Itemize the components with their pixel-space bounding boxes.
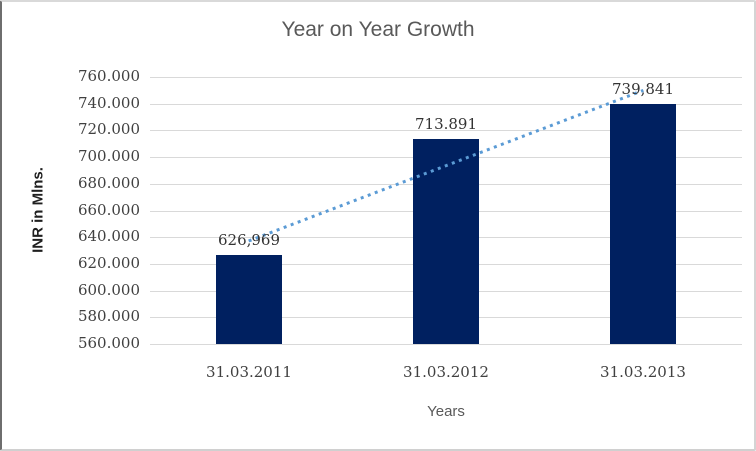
y-tick-label: 580.000 — [77, 307, 140, 325]
gridline — [150, 344, 742, 345]
y-tick-label: 600.000 — [77, 281, 140, 299]
y-tick-label: 760.000 — [77, 67, 140, 85]
y-tick-label: 720.000 — [77, 120, 140, 138]
x-category-label: 31.03.2013 — [600, 363, 686, 381]
gridline — [150, 77, 742, 78]
y-tick-label: 640.000 — [77, 227, 140, 245]
y-tick-label: 660.000 — [77, 201, 140, 219]
x-category-label: 31.03.2012 — [403, 363, 489, 381]
data-label: 739,841 — [611, 80, 675, 98]
x-axis-title: Years — [427, 403, 465, 420]
x-category-label: 31.03.2011 — [206, 363, 292, 381]
data-label: 626,969 — [217, 231, 281, 249]
bar-31.03.2011 — [216, 255, 282, 344]
bar-31.03.2012 — [413, 139, 479, 344]
y-tick-label: 700.000 — [77, 147, 140, 165]
y-tick-label: 740.000 — [77, 94, 140, 112]
chart-title: Year on Year Growth — [281, 18, 475, 41]
y-tick-label: 560.000 — [77, 334, 140, 352]
bar-31.03.2013 — [610, 104, 676, 344]
y-tick-label: 620.000 — [77, 254, 140, 272]
y-tick-label: 680.000 — [77, 174, 140, 192]
data-label: 713.891 — [414, 115, 478, 133]
